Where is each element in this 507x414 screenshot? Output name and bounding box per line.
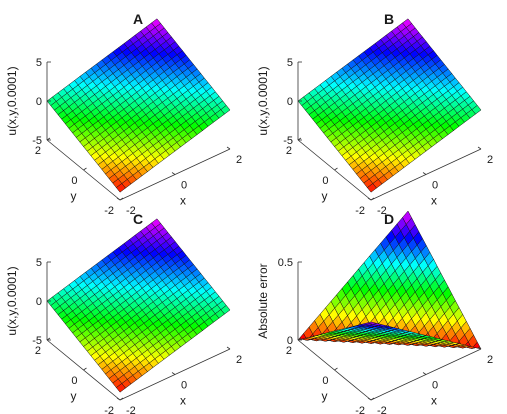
axes: 00.5-202-202	[278, 257, 493, 414]
axes: -5 0 5 -2 0 2 -2 0 2	[32, 257, 242, 414]
y-tick	[46, 137, 51, 141]
subplot-title: A	[133, 11, 143, 27]
surface	[46, 18, 231, 193]
y-axis-label: y	[71, 389, 77, 403]
x-tick-label: 0	[432, 380, 438, 392]
surface-patch	[115, 383, 126, 393]
y-tick-label: 0	[71, 175, 77, 187]
y-tick-label: -2	[355, 205, 365, 217]
x-tick	[116, 197, 121, 201]
y-tick	[83, 367, 87, 371]
z-axis-label: u(x,y,0.0001)	[5, 266, 19, 335]
y-tick-label: 2	[286, 345, 292, 357]
y-axis-label: y	[71, 189, 77, 203]
subplot-title: D	[384, 211, 394, 227]
z-tick-label: 5	[287, 57, 293, 69]
x-tick	[422, 372, 427, 375]
y-tick	[83, 167, 87, 171]
x-tick-label: -2	[377, 405, 387, 414]
y-tick-label: 0	[322, 375, 328, 387]
surface	[46, 218, 231, 393]
subplot-title: C	[133, 211, 143, 227]
y-tick-label: -2	[355, 405, 365, 414]
z-axis-label: u(x,y,0.0001)	[5, 66, 19, 135]
x-axis-label: x	[431, 194, 437, 208]
x-axis-label: x	[180, 194, 186, 208]
z-tick-label: -5	[283, 135, 293, 147]
surface	[297, 210, 482, 350]
y-tick-label: 2	[286, 145, 292, 157]
x-tick	[367, 397, 372, 401]
x-axis-label: x	[431, 394, 437, 408]
y-tick	[370, 397, 375, 401]
z-tick-label: 5	[36, 257, 42, 269]
x-tick	[226, 146, 231, 150]
y-axis-label: y	[322, 389, 328, 403]
surface-patch	[115, 183, 126, 193]
y-tick-label: -2	[104, 405, 114, 414]
axes: -5 0 5 -2 0 2 -2 0 2	[283, 57, 493, 217]
z-tick-label: 0.5	[278, 257, 293, 269]
z-tick-label: -5	[32, 135, 42, 147]
x-tick-label: 0	[181, 380, 187, 392]
y-tick	[119, 397, 124, 401]
y-tick-label: 0	[322, 175, 328, 187]
x-tick-label: 2	[487, 154, 493, 166]
x-tick	[367, 197, 372, 201]
subplot-a: A -5 0 5 -2 0 2 -2 0 2 x y u(x,y,0.0001)	[5, 11, 242, 217]
y-tick	[297, 137, 302, 141]
z-tick-label: 0	[36, 296, 42, 308]
z-axis-label: Absolute error	[256, 263, 270, 338]
z-tick-label: 0	[287, 335, 293, 347]
x-tick-label: 0	[181, 180, 187, 192]
subplot-title: B	[384, 11, 394, 27]
y-tick-label: 2	[35, 145, 41, 157]
y-tick	[46, 337, 51, 341]
y-tick	[370, 197, 375, 201]
z-tick-label: -5	[32, 335, 42, 347]
x-tick-label: 2	[487, 354, 493, 366]
subplot-b: B -5 0 5 -2 0 2 -2 0 2 x y u(x,y,0.0001)	[256, 11, 493, 217]
x-tick	[477, 146, 482, 150]
z-axis-label: u(x,y,0.0001)	[256, 66, 270, 135]
x-tick	[171, 372, 176, 375]
y-tick	[119, 197, 124, 201]
x-tick-label: -2	[126, 205, 136, 217]
x-tick	[226, 346, 231, 350]
surface-patch	[366, 183, 377, 193]
y-tick-label: 2	[35, 345, 41, 357]
x-tick-label: -2	[377, 205, 387, 217]
z-tick-label: 5	[36, 57, 42, 69]
surface	[297, 18, 482, 193]
z-tick-label: 0	[287, 96, 293, 108]
y-axis-label: y	[322, 189, 328, 203]
x-tick	[477, 346, 482, 350]
axes: -5 0 5 -2 0 2 -2 0 2	[32, 57, 242, 217]
x-tick	[116, 397, 121, 401]
x-tick-label: 2	[236, 354, 242, 366]
z-tick-label: 0	[36, 96, 42, 108]
y-tick-label: -2	[104, 205, 114, 217]
x-tick-label: 2	[236, 154, 242, 166]
y-tick	[297, 337, 302, 341]
x-tick	[171, 172, 176, 175]
x-tick	[422, 172, 427, 175]
y-tick	[334, 367, 338, 371]
y-tick	[334, 167, 338, 171]
x-axis-label: x	[180, 394, 186, 408]
y-tick-label: 0	[71, 375, 77, 387]
x-tick-label: -2	[126, 405, 136, 414]
surface-patch	[367, 321, 377, 325]
subplot-c: C -5 0 5 -2 0 2 -2 0 2 x y u(x,y,0.0001)	[5, 211, 242, 414]
x-tick-label: 0	[432, 180, 438, 192]
